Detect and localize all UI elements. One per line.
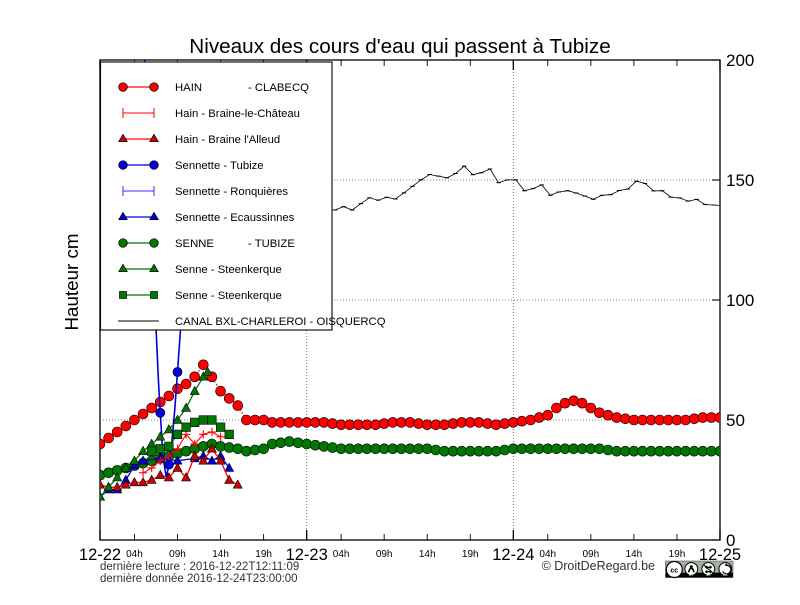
svg-text:19h: 19h <box>255 549 272 560</box>
svg-text:Senne - Steenkerque: Senne - Steenkerque <box>175 264 282 276</box>
svg-text:14h: 14h <box>419 549 436 560</box>
svg-text:cc: cc <box>670 568 678 575</box>
svg-text:Sennette - Ronquières: Sennette - Ronquières <box>175 186 288 198</box>
svg-text:- TUBIZE: - TUBIZE <box>248 238 295 250</box>
svg-text:- CLABECQ: - CLABECQ <box>248 82 309 94</box>
svg-text:150: 150 <box>726 171 754 190</box>
svg-text:dernière lecture : 2016-12-22T: dernière lecture : 2016-12-22T12:11:09 <box>100 561 299 573</box>
svg-text:HAIN: HAIN <box>175 82 202 94</box>
svg-text:50: 50 <box>726 411 745 430</box>
svg-text:Sennette - Tubize: Sennette - Tubize <box>175 160 264 172</box>
svg-text:19h: 19h <box>669 549 686 560</box>
svg-text:SENNE: SENNE <box>175 238 214 250</box>
svg-text:09h: 09h <box>376 549 393 560</box>
svg-text:Sennette - Ecaussinnes: Sennette - Ecaussinnes <box>175 212 295 224</box>
svg-text:CANAL BXL-CHARLEROI - OISQUER: CANAL BXL-CHARLEROI - OISQUERCQ <box>175 316 386 328</box>
svg-text:12-24: 12-24 <box>492 546 534 564</box>
svg-text:Senne - Steenkerque: Senne - Steenkerque <box>175 290 282 302</box>
svg-text:100: 100 <box>726 291 754 310</box>
svg-text:Niveaux des cours d'eau qui pa: Niveaux des cours d'eau qui passent à Tu… <box>189 35 610 58</box>
svg-text:14h: 14h <box>212 549 229 560</box>
svg-text:04h: 04h <box>333 549 350 560</box>
svg-text:Hain - Braine-le-Château: Hain - Braine-le-Château <box>175 108 300 120</box>
svg-text:19h: 19h <box>462 549 479 560</box>
svg-text:NC: NC <box>706 573 711 577</box>
svg-text:BY: BY <box>689 573 694 577</box>
svg-text:Hain - Braine l'Alleud: Hain - Braine l'Alleud <box>175 134 280 146</box>
svg-text:© DroitDeRegard.be: © DroitDeRegard.be <box>542 559 655 573</box>
svg-text:04h: 04h <box>126 549 143 560</box>
svg-text:200: 200 <box>726 51 754 70</box>
svg-text:Hauteur cm: Hauteur cm <box>61 233 82 330</box>
svg-text:dernière donnée 2016-12-24T23: dernière donnée 2016-12-24T23:00:00 <box>100 573 298 585</box>
svg-text:09h: 09h <box>169 549 186 560</box>
svg-text:SA: SA <box>723 573 728 577</box>
